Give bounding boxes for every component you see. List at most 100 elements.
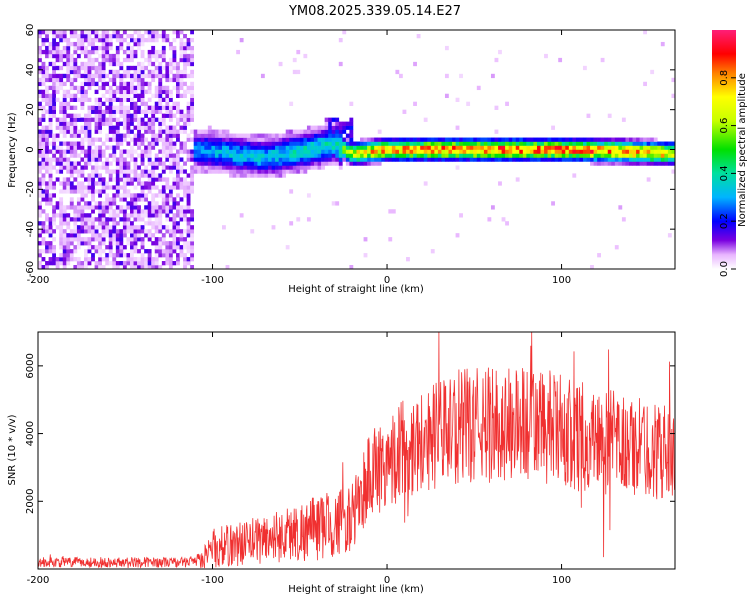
heatmap-cell xyxy=(193,161,198,166)
heatmap-cell xyxy=(186,245,191,250)
heatmap-cell xyxy=(151,181,156,186)
heatmap-cell xyxy=(466,137,471,142)
heatmap-cell xyxy=(98,125,102,130)
heatmap-cell xyxy=(236,149,241,154)
heatmap-cell xyxy=(73,97,78,102)
heatmap-cell xyxy=(62,245,67,250)
heatmap-cell xyxy=(80,45,85,51)
heatmap-cell xyxy=(38,30,42,35)
heatmap-cell xyxy=(218,141,223,146)
heatmap-cell xyxy=(48,149,53,154)
heatmap-cell xyxy=(119,37,124,43)
heatmap-cell xyxy=(168,253,173,258)
heatmap-cell xyxy=(101,233,106,238)
heatmap-cell xyxy=(190,245,195,250)
heatmap-cell xyxy=(137,217,141,222)
heatmap-cell xyxy=(579,141,584,146)
heatmap-cell xyxy=(137,173,141,178)
heatmap-cell xyxy=(360,141,364,146)
heatmap-cell xyxy=(448,145,453,150)
heatmap-cell xyxy=(289,145,294,150)
heatmap-cell xyxy=(466,145,471,150)
heatmap-cell xyxy=(84,237,88,242)
heatmap-cell xyxy=(137,65,141,71)
heatmap-cell xyxy=(310,153,315,158)
heatmap-cell xyxy=(193,165,198,170)
heatmap-cell xyxy=(310,157,315,162)
heatmap-cell xyxy=(172,233,177,238)
heatmap-cell xyxy=(133,205,138,210)
heatmap-cell xyxy=(41,117,46,122)
heatmap-cell xyxy=(172,45,177,51)
heatmap-cell xyxy=(161,153,166,158)
heatmap-cell xyxy=(112,129,117,134)
heatmap-cell xyxy=(335,117,340,122)
heatmap-cell xyxy=(292,149,297,154)
heatmap-cell xyxy=(105,37,110,43)
heatmap-cell xyxy=(168,169,173,174)
heatmap-cell xyxy=(108,213,113,218)
heatmap-cell xyxy=(260,149,265,154)
heatmap-cell xyxy=(41,237,46,242)
heatmap-cell xyxy=(243,133,248,138)
heatmap-cell xyxy=(105,73,110,79)
heatmap-cell xyxy=(133,177,138,182)
heatmap-cell xyxy=(540,149,545,154)
heatmap-cell xyxy=(137,133,141,138)
heatmap-cell xyxy=(94,189,99,194)
heatmap-cell xyxy=(73,153,78,158)
heatmap-cell xyxy=(105,261,110,266)
heatmap-cell xyxy=(84,165,88,170)
colorbar-title: Normalized spectral amplitude xyxy=(737,73,748,227)
heatmap-cell xyxy=(87,185,92,190)
heatmap-cell xyxy=(179,141,184,146)
heatmap-cell xyxy=(55,57,60,63)
heatmap-cell xyxy=(87,85,92,91)
heatmap-cell xyxy=(41,69,46,75)
heatmap-cell xyxy=(137,145,141,150)
heatmap-cell xyxy=(94,73,99,79)
heatmap-cell xyxy=(229,141,233,146)
heatmap-cell xyxy=(73,125,78,130)
heatmap-cell xyxy=(91,41,95,47)
heatmap-cell xyxy=(462,141,467,146)
heatmap-cell xyxy=(59,221,64,226)
heatmap-cell xyxy=(572,137,577,142)
heatmap-cell xyxy=(469,157,474,162)
heatmap-cell xyxy=(38,161,42,166)
heatmap-cell xyxy=(561,149,566,154)
heatmap-cell xyxy=(508,141,513,146)
heatmap-cell xyxy=(38,209,42,214)
heatmap-cell xyxy=(289,169,294,174)
heatmap-cell xyxy=(561,153,566,158)
heatmap-cell xyxy=(115,85,120,91)
heatmap-cell xyxy=(367,149,371,154)
heatmap-cell xyxy=(275,161,279,166)
heatmap-cell xyxy=(144,265,149,270)
heatmap-cell xyxy=(360,137,364,142)
heatmap-cell xyxy=(38,45,42,51)
heatmap-cell xyxy=(137,209,141,214)
heatmap-cell xyxy=(558,149,563,154)
heatmap-cell xyxy=(101,93,106,99)
heatmap-cell xyxy=(115,173,120,178)
heatmap-cell xyxy=(218,133,223,138)
heatmap-cell xyxy=(190,113,195,118)
heatmap-cell xyxy=(140,125,145,130)
heatmap-cell xyxy=(94,145,99,150)
heatmap-cell xyxy=(130,209,134,214)
heatmap-cell xyxy=(62,209,67,214)
heatmap-cell xyxy=(257,149,262,154)
heatmap-cell xyxy=(73,61,78,67)
heatmap-cell xyxy=(296,217,301,222)
heatmap-cell xyxy=(289,141,294,146)
heatmap-cell xyxy=(597,253,601,258)
heatmap-cell xyxy=(98,225,102,230)
heatmap-cell xyxy=(151,197,156,202)
heatmap-cell xyxy=(398,141,403,146)
heatmap-cell xyxy=(214,141,219,146)
heatmap-cell xyxy=(80,89,85,95)
heatmap-cell xyxy=(657,149,662,154)
heatmap-cell xyxy=(168,141,173,146)
heatmap-cell xyxy=(122,105,127,110)
